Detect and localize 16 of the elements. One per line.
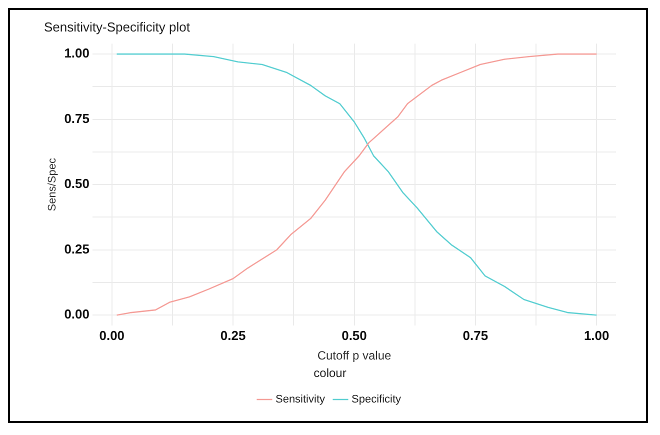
chart-title: Sensitivity-Specificity plot: [44, 19, 190, 34]
legend-title: colour: [314, 366, 346, 380]
legend-label: Sensitivity: [275, 394, 326, 406]
x-tick-label: 0.75: [462, 328, 488, 343]
y-tick-label: 1.00: [64, 46, 90, 61]
y-tick-label: 0.00: [64, 306, 90, 322]
x-axis-title: Cutoff p value: [317, 348, 392, 363]
y-tick-label: 0.50: [64, 176, 90, 192]
x-tick-label: 0.25: [220, 328, 246, 343]
x-tick-label: 0.50: [342, 328, 367, 343]
y-tick-label: 0.25: [64, 241, 90, 256]
legend-label: Specificity: [352, 394, 402, 406]
y-axis-title: Sens/Spec: [46, 158, 59, 212]
y-tick-label: 0.75: [64, 110, 90, 126]
x-tick-label: 1.00: [584, 328, 610, 343]
x-tick-label: 0.00: [99, 328, 125, 343]
